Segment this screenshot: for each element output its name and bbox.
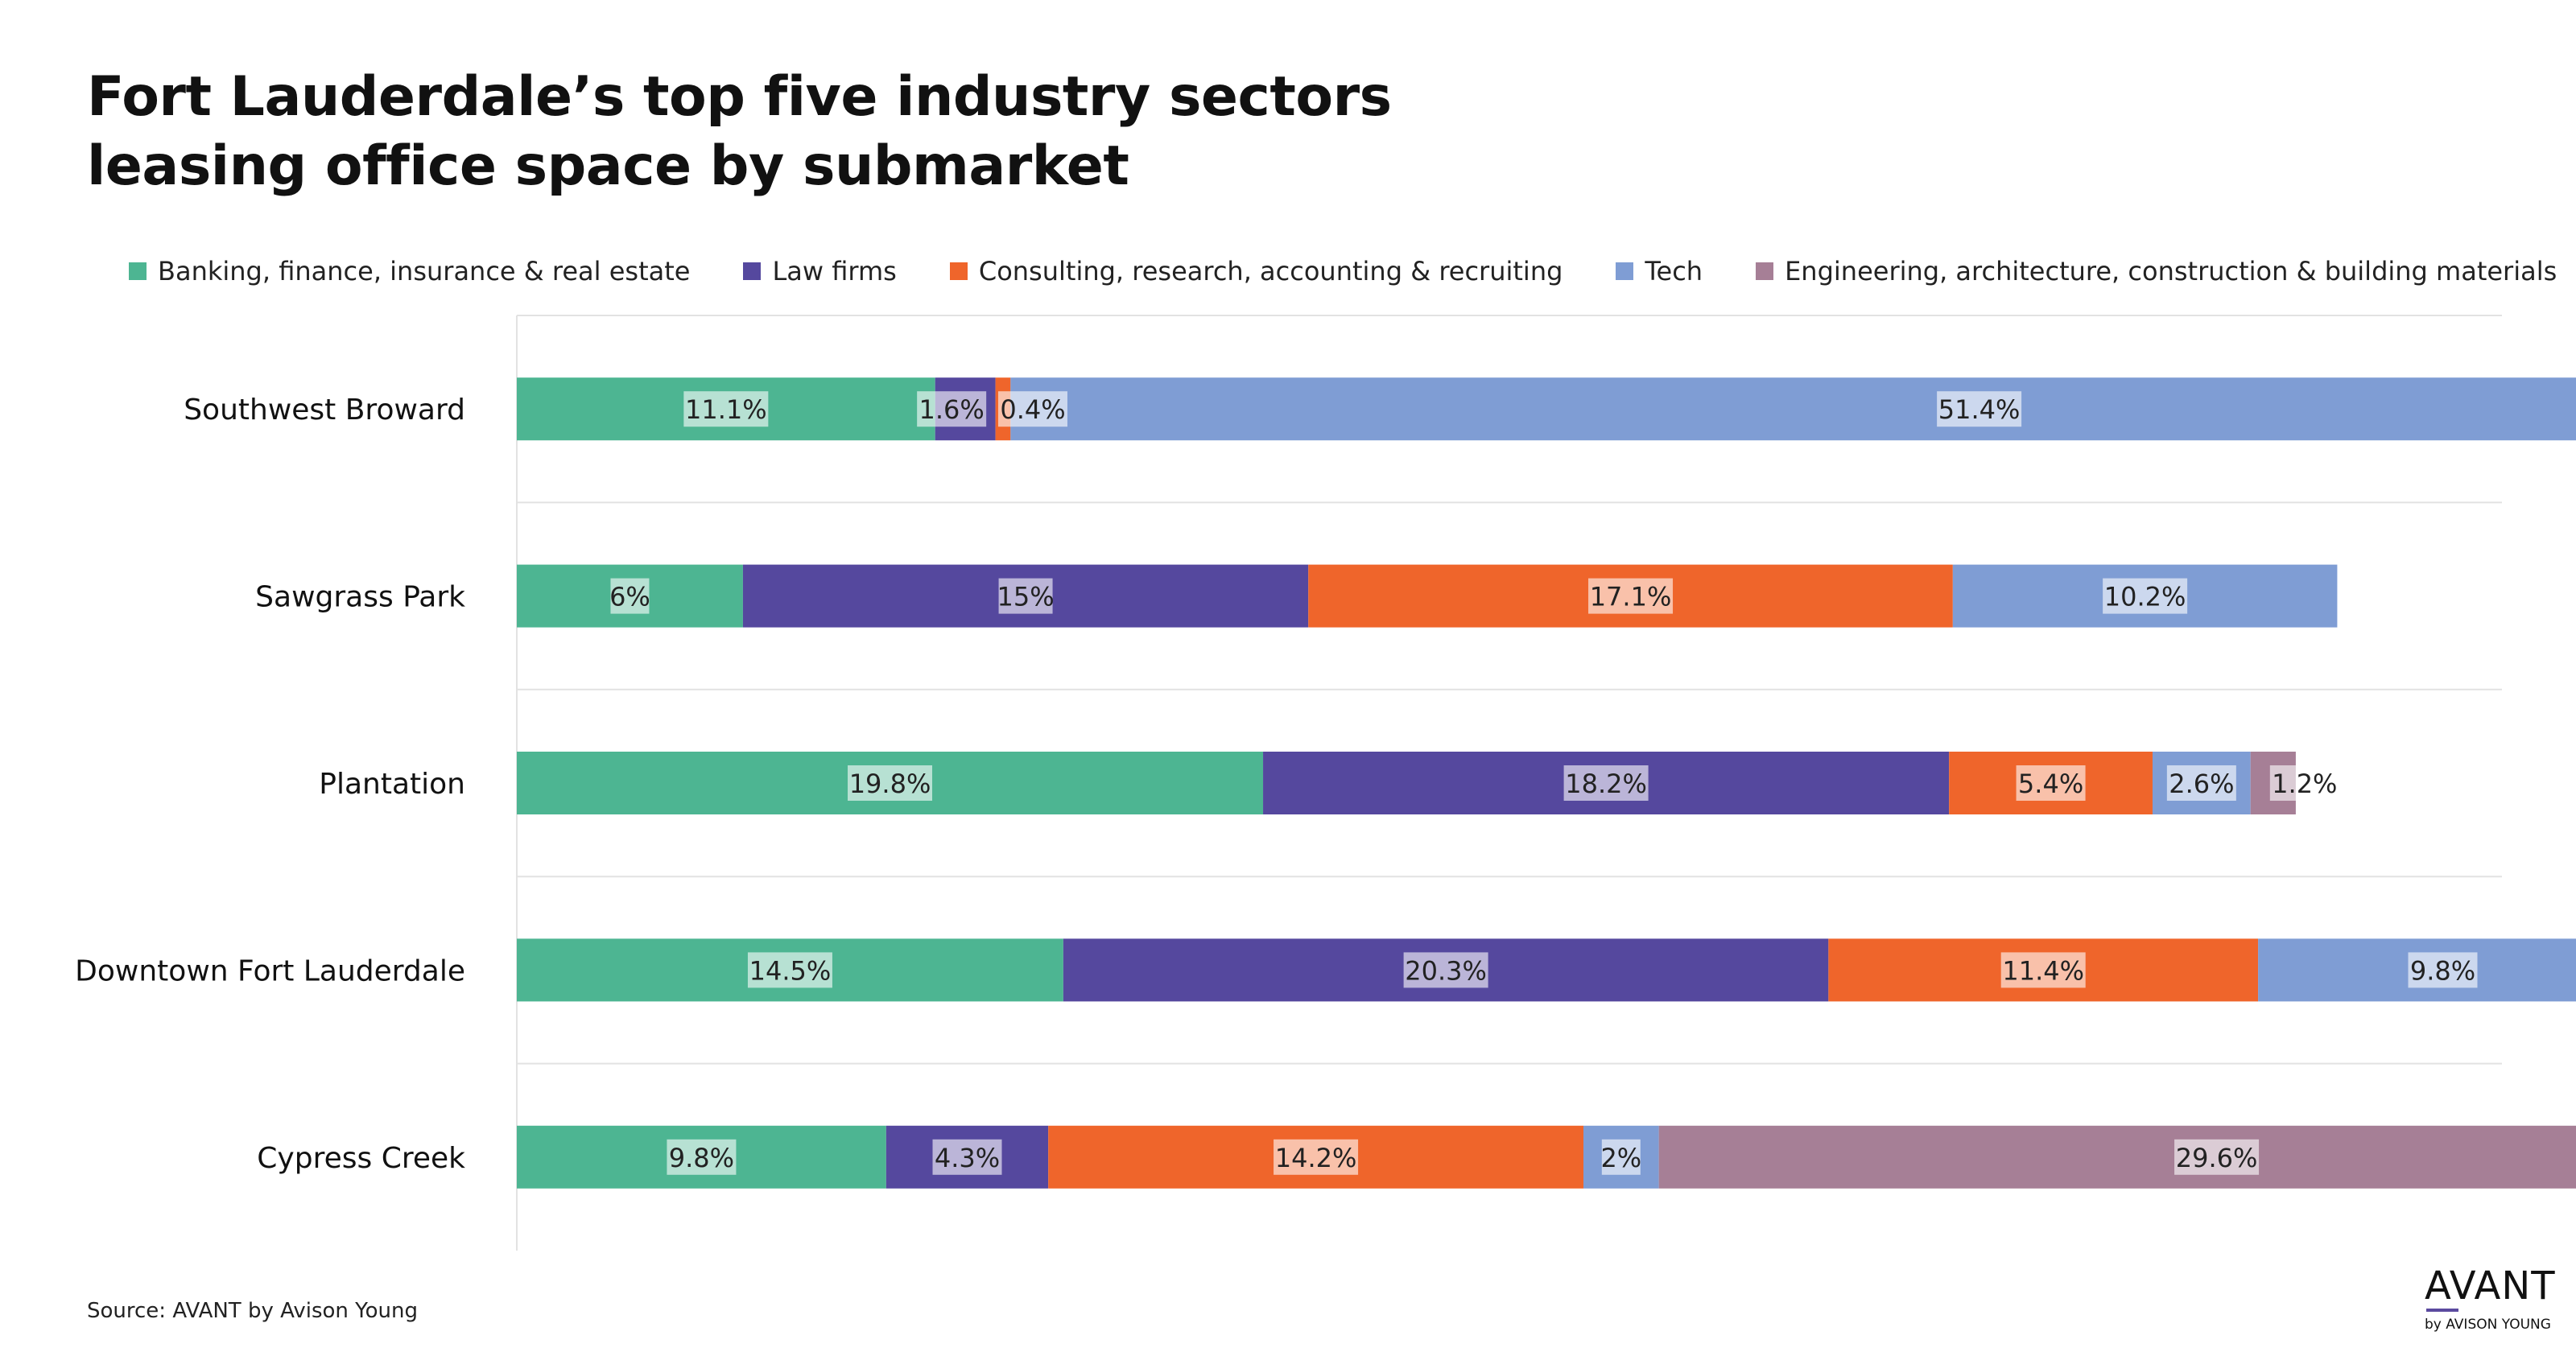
category-label-downtown-fort-lauderdale: Downtown Fort Lauderdale: [75, 954, 465, 987]
data-label: 20.3%: [1405, 955, 1487, 986]
data-label: 15%: [997, 582, 1055, 612]
bar-southwest-broward-tech: [1010, 377, 2576, 441]
data-label-bg: [747, 952, 832, 988]
category-label-plantation: Plantation: [319, 768, 465, 801]
data-label: 18.2%: [1565, 769, 1647, 799]
legend-swatch-engineering: [1756, 262, 1774, 280]
data-label: 29.6%: [2176, 1143, 2258, 1173]
data-label-bg: [932, 1139, 1002, 1175]
data-label: 9.8%: [669, 1143, 734, 1173]
logo-subtitle: by AVISON YOUNG: [2425, 1317, 2551, 1333]
data-label: 4.3%: [935, 1143, 1000, 1173]
data-label: 1.2%: [2272, 769, 2337, 799]
legend-item-tech: Tech: [1616, 256, 1703, 286]
data-label: 11.4%: [2002, 955, 2084, 986]
legend-swatch-tech: [1616, 262, 1634, 280]
data-label-bg: [2000, 952, 2086, 988]
data-label-bg: [848, 765, 933, 801]
avant-logo: AVANT by AVISON YOUNG: [2425, 1265, 2562, 1333]
data-label: 14.5%: [749, 955, 832, 986]
data-label-bg: [1601, 1139, 1641, 1175]
legend-item-engineering: Engineering, architecture, construction …: [1756, 256, 2557, 286]
legend-swatch-law: [743, 262, 762, 280]
data-label-bg: [917, 391, 987, 427]
data-label-bg: [1937, 391, 2022, 427]
chart-title-line-2: leasing office space by submarket: [87, 134, 1129, 198]
data-label: 19.8%: [849, 769, 931, 799]
data-label-bg: [1274, 1139, 1359, 1175]
data-label: 5.4%: [2018, 769, 2083, 799]
data-label-bg: [2166, 765, 2236, 801]
legend-label-law: Law firms: [772, 256, 897, 286]
category-label-cypress-creek: Cypress Creek: [257, 1142, 465, 1175]
chart-title-line-1: Fort Lauderdale’s top five industry sect…: [87, 65, 1392, 129]
legend-item-law: Law firms: [743, 256, 897, 286]
legend-swatch-consulting: [949, 262, 968, 280]
legend-label-tech: Tech: [1645, 256, 1703, 286]
data-label-bg: [610, 578, 650, 614]
data-label: 14.2%: [1275, 1143, 1357, 1173]
data-label-bg: [998, 578, 1053, 614]
logo-wordmark: AVANT: [2425, 1263, 2556, 1309]
data-label: 1.6%: [919, 394, 985, 425]
legend-swatch-banking: [129, 262, 147, 280]
chart-title: Fort Lauderdale’s top five industry sect…: [87, 63, 1392, 201]
data-label: 11.1%: [685, 394, 767, 425]
data-label-bg: [667, 1139, 737, 1175]
bar-cypress-creek-engineering-architecture: [1658, 1125, 2576, 1189]
chart-legend: Banking, finance, insurance & real estat…: [129, 251, 2557, 291]
data-label-bg: [1563, 765, 1649, 801]
data-label: 17.1%: [1590, 582, 1672, 612]
data-label: 6%: [609, 582, 650, 612]
data-label-bg: [2174, 1139, 2260, 1175]
legend-item-banking: Banking, finance, insurance & real estat…: [129, 256, 690, 286]
data-label: 51.4%: [1938, 394, 2021, 425]
legend-label-consulting: Consulting, research, accounting & recru…: [978, 256, 1563, 286]
data-label-bg: [997, 391, 1067, 427]
legend-label-banking: Banking, finance, insurance & real estat…: [158, 256, 691, 286]
legend-label-engineering: Engineering, architecture, construction …: [1785, 256, 2557, 286]
category-label-southwest-broward: Southwest Broward: [184, 394, 465, 427]
category-label-sawgrass-park: Sawgrass Park: [255, 581, 465, 614]
data-label-bg: [2269, 765, 2339, 801]
data-label: 9.8%: [2410, 955, 2475, 986]
data-label: 10.2%: [2104, 582, 2186, 612]
data-label-bg: [1588, 578, 1674, 614]
data-label-bg: [2103, 578, 2188, 614]
data-label-bg: [2016, 765, 2086, 801]
data-label-bg: [683, 391, 769, 427]
data-label: 0.4%: [1000, 394, 1065, 425]
source-note: Source: AVANT by Avison Young: [87, 1299, 418, 1323]
data-label-bg: [2408, 952, 2478, 988]
legend-item-consulting: Consulting, research, accounting & recru…: [949, 256, 1563, 286]
logo-accent-bar: [2426, 1309, 2458, 1312]
data-label: 2.6%: [2169, 769, 2234, 799]
data-label-bg: [1403, 952, 1488, 988]
data-label: 2%: [1600, 1143, 1641, 1173]
